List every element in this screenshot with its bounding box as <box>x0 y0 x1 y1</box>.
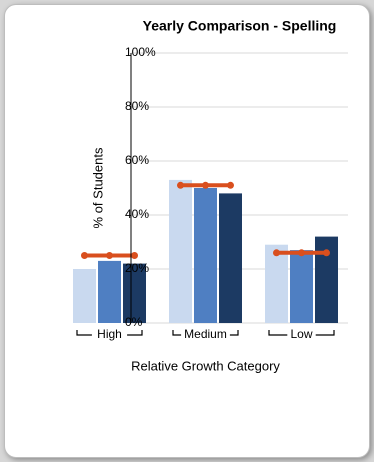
reference-marker <box>177 181 184 189</box>
reference-marker <box>106 252 113 259</box>
x-tick-label: 0% <box>125 315 143 329</box>
category-bracket <box>127 330 143 336</box>
x-tick-label: 60% <box>125 153 149 167</box>
category-label: Low <box>290 327 312 341</box>
category-label: Medium <box>184 327 227 341</box>
labels: 0% 20% 40% 60% 80% 100% Low Medium High Yearly Co… <box>90 18 336 374</box>
reference-marker <box>202 181 209 189</box>
reference-marker <box>323 249 330 257</box>
category-bracket <box>315 330 335 336</box>
bar <box>315 236 338 324</box>
axes <box>76 53 335 336</box>
bar <box>194 188 217 323</box>
x-tick-label: 20% <box>125 261 149 275</box>
reference-marker <box>273 249 280 257</box>
bar <box>73 269 96 323</box>
reference-marker <box>81 252 88 259</box>
reference-lines <box>81 181 330 259</box>
category-bracket <box>268 330 288 336</box>
category-bracket <box>229 330 239 336</box>
bar <box>123 263 146 324</box>
bar <box>290 250 313 324</box>
x-tick-label: 100% <box>125 45 156 59</box>
category-label: High <box>97 327 122 341</box>
reference-marker <box>131 252 138 259</box>
x-tick-label: 80% <box>125 99 149 113</box>
bars <box>73 179 338 324</box>
category-bracket <box>172 330 182 336</box>
category-bracket <box>76 330 92 336</box>
bar <box>169 179 192 323</box>
bar <box>265 244 288 323</box>
reference-marker <box>227 181 234 189</box>
bar <box>98 260 121 323</box>
y-axis-label: Relative Growth Category <box>131 358 280 373</box>
bar <box>219 193 242 323</box>
x-axis-label: % of Students <box>90 147 105 228</box>
reference-marker <box>298 249 305 257</box>
x-tick-label: 40% <box>125 207 149 221</box>
chart-title: Yearly Comparison - Spelling <box>143 18 337 34</box>
